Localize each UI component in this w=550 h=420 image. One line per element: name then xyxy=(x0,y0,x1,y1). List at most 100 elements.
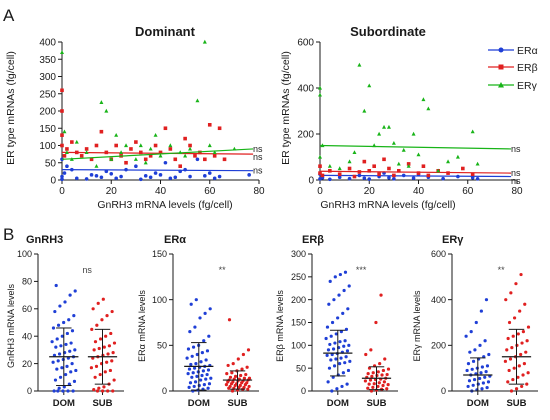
er-alpha-dom-point xyxy=(194,298,198,302)
dominant-point-er-alpha xyxy=(109,171,114,176)
gnrh3-dom-point xyxy=(68,349,72,353)
dominant-point-er-gamma xyxy=(212,150,217,154)
er-gamma-sub-point xyxy=(504,298,508,302)
er-alpha-dom-point xyxy=(190,354,194,358)
er-beta-sub-point xyxy=(386,367,391,371)
gnrh3-sub-point xyxy=(92,388,96,392)
dominant-xlabel: GnRH3 mRNA levels (fg/cell) xyxy=(97,199,232,211)
er-alpha-dom-point xyxy=(191,345,196,349)
gnrh3-ylabel: GnRH3 mRNA levels xyxy=(6,283,16,368)
gnrh3-sub-point xyxy=(105,360,109,364)
er-gamma-sub-point xyxy=(508,357,513,361)
subordinate-point-er-beta xyxy=(337,172,342,177)
gnrh3-sub-point xyxy=(106,389,110,393)
subordinate-point-er-beta xyxy=(372,164,376,168)
gnrh3-dom-point xyxy=(56,323,61,327)
dominant-point-er-beta xyxy=(183,136,187,141)
er-alpha-dom-point xyxy=(209,376,213,380)
er-alpha-dom-point xyxy=(196,370,200,374)
er-gamma-dom-point xyxy=(480,365,484,369)
subordinate-point-er-gamma xyxy=(386,124,391,129)
er-alpha-ytick-label: 0 xyxy=(162,386,167,396)
er-beta-dom-point xyxy=(339,356,343,360)
er-beta-dom-point xyxy=(346,368,351,373)
er-beta-dom-point xyxy=(333,275,337,279)
er-beta-sub-point xyxy=(369,348,373,352)
panel-letter-b: B xyxy=(3,225,14,244)
er-beta-sub-point xyxy=(372,382,376,386)
dominant-point-er-alpha xyxy=(134,164,138,168)
er-gamma-dom-point xyxy=(465,368,469,373)
dominant-fit-ns-label: ns xyxy=(253,152,263,162)
er-gamma-sub-point xyxy=(525,382,529,386)
gnrh3-dom-point xyxy=(69,370,73,374)
er-gamma-sub-point xyxy=(522,362,526,366)
dominant-point-er-gamma xyxy=(119,150,124,154)
er-beta-dom-point xyxy=(331,347,336,351)
gnrh3-dom-point xyxy=(59,344,63,348)
gnrh3-dom-point xyxy=(61,357,65,362)
gnrh3-sub-point xyxy=(108,368,112,373)
er-alpha-dom-point xyxy=(192,384,196,389)
subordinate-point-er-beta xyxy=(352,174,357,179)
gnrh3-sub-point xyxy=(93,375,97,379)
er-beta-sub-point xyxy=(366,386,370,390)
gnrh3-dom-point xyxy=(70,362,74,366)
gnrh3-sub-point xyxy=(112,378,116,382)
er-alpha-sub-point xyxy=(231,362,235,366)
er-alpha-dom-point xyxy=(208,307,212,311)
er-gamma-dom-point xyxy=(466,384,470,389)
dominant-point-er-beta xyxy=(79,154,84,158)
gnrh3-sub-point xyxy=(97,346,101,351)
gnrh3-sub-point xyxy=(90,327,94,331)
subordinate-point-er-alpha xyxy=(367,177,372,181)
er-beta-dom-point xyxy=(339,330,343,334)
er-beta-ytick-label: 50 xyxy=(296,363,306,373)
er-alpha-sub-point xyxy=(246,387,250,391)
gnrh3-sub-point xyxy=(106,352,110,356)
er-beta-dom-point xyxy=(342,344,346,348)
er-beta-dom-point xyxy=(347,284,351,288)
er-gamma-dom-point xyxy=(464,334,468,338)
gnrh3-dom-point xyxy=(73,348,77,352)
er-alpha-dom-point xyxy=(199,360,203,364)
gnrh3-dom-point xyxy=(56,359,60,363)
er-gamma-dom-point xyxy=(473,348,477,352)
gnrh3-dom-point xyxy=(74,368,78,373)
subordinate-point-er-alpha xyxy=(392,177,396,181)
er-alpha-dom-point xyxy=(203,311,207,315)
dominant-point-er-gamma xyxy=(143,160,148,165)
dominant-point-er-beta xyxy=(203,157,207,162)
gnrh3-sub-point xyxy=(92,348,96,352)
subordinate-point-er-gamma xyxy=(391,141,396,145)
subordinate-point-er-beta xyxy=(318,171,322,175)
subordinate-point-er-beta xyxy=(406,162,411,166)
subordinate-scatter-panel: Subordinate ER type mRNAs (fg/cell) GnRH… xyxy=(280,24,523,211)
dominant-xtick-label: 20 xyxy=(106,186,118,197)
dominant-point-er-alpha xyxy=(148,175,153,180)
er-beta-dom-point xyxy=(346,307,350,311)
er-gamma-sub-point xyxy=(520,341,524,345)
er-gamma-dom-point xyxy=(466,362,471,366)
er-alpha-dom-point xyxy=(185,356,189,360)
dominant-point-er-alpha xyxy=(94,174,99,178)
gnrh3-dom-point xyxy=(51,360,55,364)
subordinate-ytick-label: 600 xyxy=(297,38,314,49)
er-alpha-dom-point xyxy=(195,352,199,357)
er-alpha-sub-point xyxy=(228,384,232,389)
legend: ERα ERβ ERγ xyxy=(488,45,538,92)
dominant-xtick-label: 60 xyxy=(204,186,216,197)
subordinate-xtick-label: 80 xyxy=(511,186,523,197)
gnrh3-sub-point xyxy=(89,366,94,370)
gnrh3-sub-point xyxy=(98,372,102,377)
er-gamma-sub-point xyxy=(524,350,528,354)
subordinate-point-er-gamma xyxy=(367,83,372,88)
gnrh3-dom-point xyxy=(70,329,75,333)
gnrh3-dom-point xyxy=(60,366,64,370)
er-alpha-dom-point xyxy=(205,349,210,353)
legend-label-er-gamma: ERγ xyxy=(517,80,538,92)
subordinate-point-er-alpha xyxy=(387,175,391,180)
er-alpha-ytick-label: 100 xyxy=(152,295,167,305)
er-gamma-sub-point xyxy=(526,371,530,375)
dominant-point-er-gamma xyxy=(60,50,64,54)
